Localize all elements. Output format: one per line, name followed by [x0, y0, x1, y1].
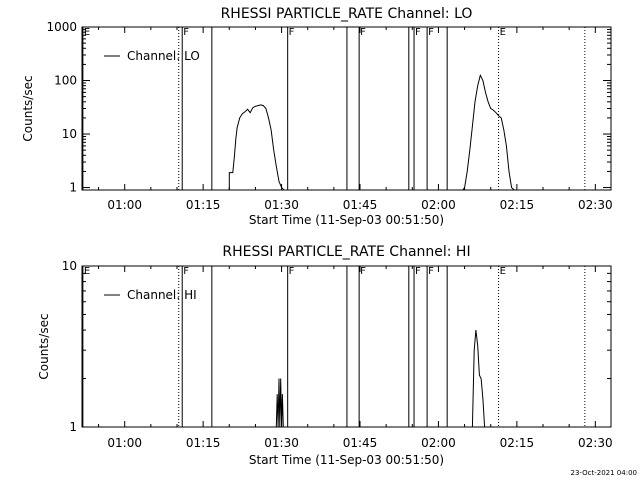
x-tick-label: 02:00: [421, 198, 456, 212]
flag-label: E: [84, 266, 90, 277]
flag-label: F: [415, 27, 421, 38]
x-tick-label: 02:15: [500, 436, 535, 450]
y-tick-label: 10: [62, 127, 77, 141]
flag-label: E: [84, 27, 90, 38]
legend-entry: Channel: HI: [127, 288, 197, 302]
chart-title: RHESSI PARTICLE_RATE Channel: LO: [221, 6, 473, 22]
x-axis-label: Start Time (11-Sep-03 00:51:50): [249, 453, 444, 467]
x-tick-label: 02:30: [578, 436, 613, 450]
x-tick-label: 01:45: [343, 436, 378, 450]
flag-label: F: [360, 266, 366, 277]
y-tick-label: 1000: [46, 20, 77, 34]
y-tick-label: 1: [69, 181, 77, 195]
flag-label: F: [360, 27, 366, 38]
x-tick-label: 01:15: [186, 436, 221, 450]
x-tick-label: 02:00: [421, 436, 456, 450]
flag-label: F: [289, 27, 295, 38]
x-tick-label: 01:00: [107, 436, 142, 450]
x-tick-label: 01:00: [107, 198, 142, 212]
y-tick-label: 1: [69, 420, 77, 434]
flag-label: F: [428, 27, 434, 38]
x-tick-label: 02:30: [578, 198, 613, 212]
y-axis-label: Counts/sec: [21, 75, 35, 141]
y-tick-label: 100: [54, 74, 77, 88]
x-tick-label: 01:30: [264, 198, 299, 212]
flag-label: F: [289, 266, 295, 277]
series-line-channel-hi: [275, 330, 486, 428]
flag-label: F: [428, 266, 434, 277]
x-axis-label: Start Time (11-Sep-03 00:51:50): [249, 213, 444, 227]
x-tick-label: 02:15: [500, 198, 535, 212]
generated-timestamp: 23-Oct-2021 04:00: [571, 469, 637, 477]
chart-panel-1: RHESSI PARTICLE_RATE Channel: LO 01:00 01:…: [21, 6, 613, 227]
x-tick-label: 01:15: [186, 198, 221, 212]
series-line-channel-lo: [227, 73, 517, 191]
chart-title: RHESSI PARTICLE_RATE Channel: HI: [222, 244, 470, 260]
legend-entry: Channel: LO: [127, 49, 200, 63]
flag-label: F: [183, 27, 189, 38]
x-tick-label: 01:45: [343, 198, 378, 212]
flag-label: F: [183, 266, 189, 277]
y-tick-label: 10: [62, 259, 77, 273]
chart-panel-2: RHESSI PARTICLE_RATE Channel: HI 01:00 01:…: [37, 244, 613, 467]
y-axis-label: Counts/sec: [37, 313, 51, 379]
flag-label: E: [500, 266, 506, 277]
flag-label: E: [500, 27, 506, 38]
flag-label: F: [415, 266, 421, 277]
x-tick-label: 01:30: [264, 436, 299, 450]
